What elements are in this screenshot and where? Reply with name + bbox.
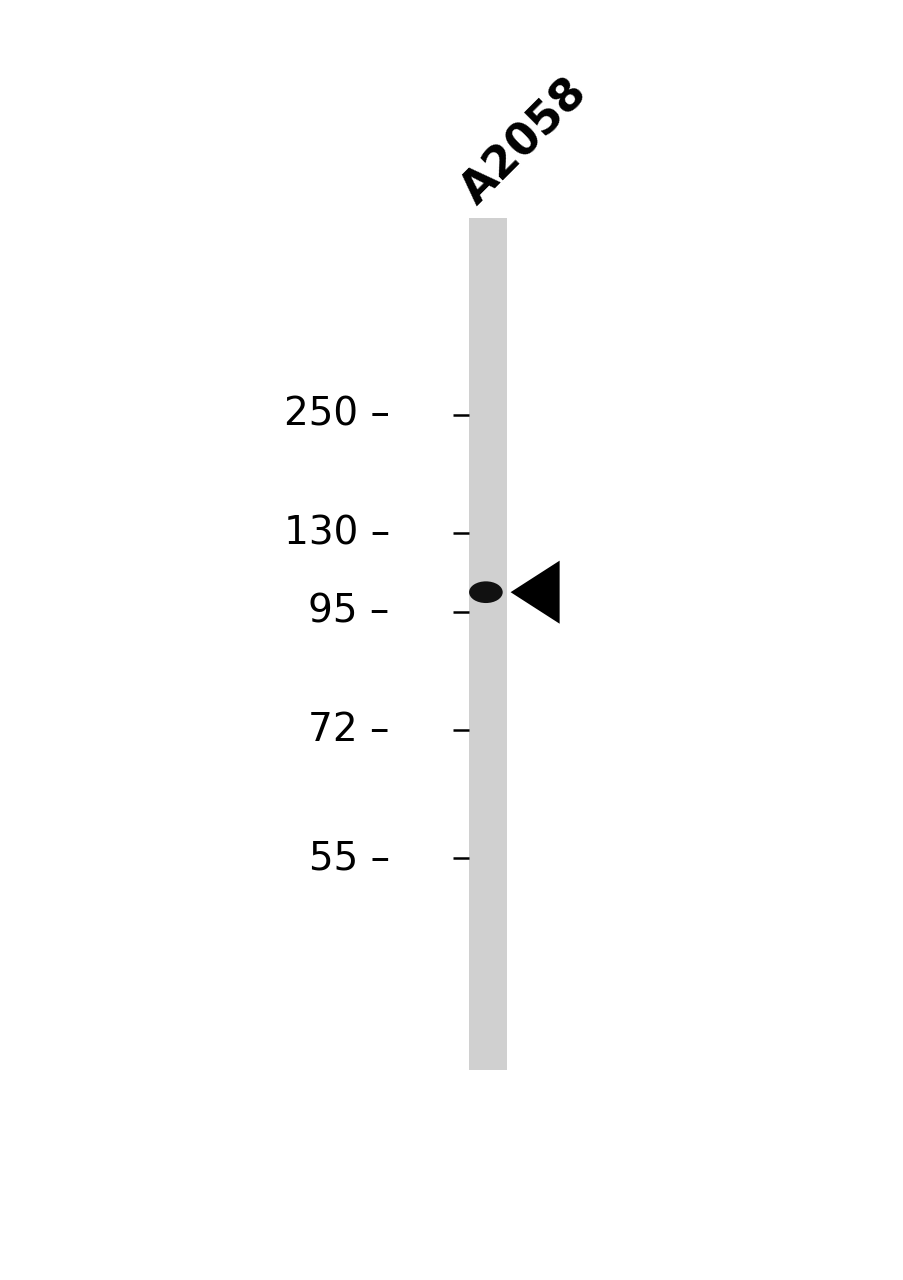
Text: 130 –: 130 – (284, 515, 389, 552)
Text: 95 –: 95 – (308, 593, 389, 631)
Bar (468, 218, 507, 1070)
Polygon shape (510, 561, 559, 623)
Text: 250 –: 250 – (284, 396, 389, 434)
Text: A2058: A2058 (453, 70, 595, 212)
Text: 72 –: 72 – (308, 712, 389, 749)
Ellipse shape (469, 581, 502, 603)
Text: 55 –: 55 – (309, 840, 389, 877)
